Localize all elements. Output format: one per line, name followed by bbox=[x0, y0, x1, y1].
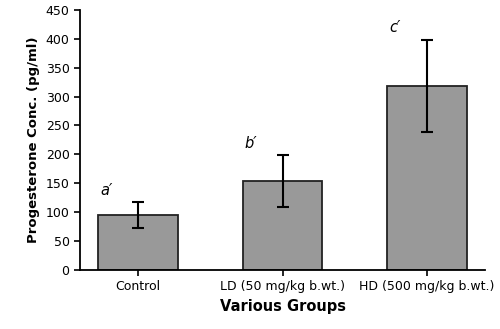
Bar bbox=[243, 181, 322, 270]
Text: c′: c′ bbox=[390, 20, 401, 35]
Bar bbox=[387, 86, 466, 270]
Text: a′: a′ bbox=[100, 183, 112, 198]
Y-axis label: Progesterone Conc. (pg/ml): Progesterone Conc. (pg/ml) bbox=[27, 37, 40, 243]
Text: b′: b′ bbox=[244, 136, 257, 151]
X-axis label: Various Groups: Various Groups bbox=[220, 299, 346, 314]
Bar bbox=[98, 215, 178, 270]
